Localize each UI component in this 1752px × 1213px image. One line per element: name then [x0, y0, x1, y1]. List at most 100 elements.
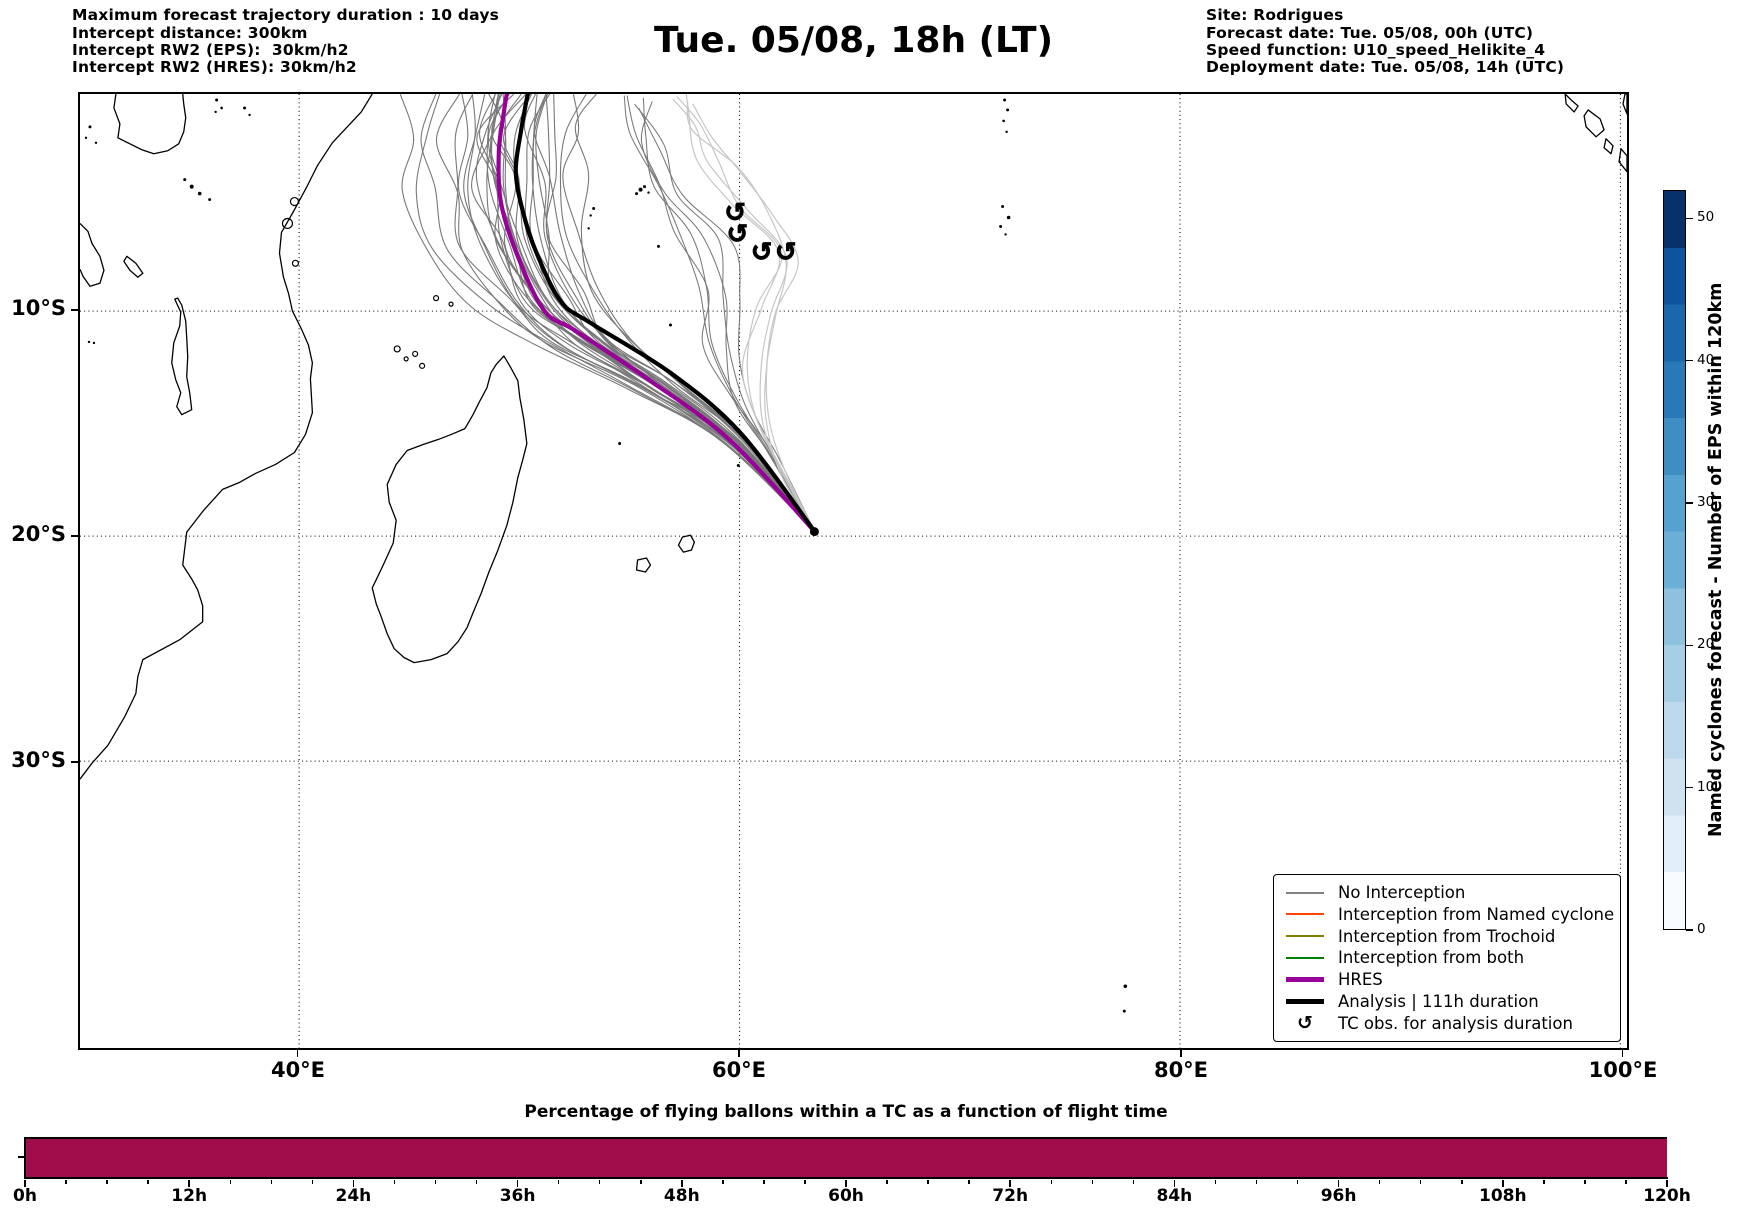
coastline	[171, 297, 193, 416]
bottom-x-minor-tick	[1132, 1180, 1135, 1184]
bottom-x-tick-label: 36h	[499, 1186, 536, 1206]
island-outline	[291, 259, 300, 267]
bottom-x-major-tick	[1666, 1180, 1668, 1187]
bottom-x-major-tick	[1502, 1180, 1504, 1187]
trajectory-start-point	[809, 527, 819, 537]
balloon-percentage-bar	[25, 1137, 1667, 1178]
island-dot	[197, 191, 202, 196]
bottom-chart-title: Percentage of flying ballons within a TC…	[524, 1102, 1168, 1122]
bottom-x-minor-tick	[598, 1180, 601, 1184]
island-dot	[248, 113, 251, 117]
ensemble-trajectories-light	[672, 94, 816, 533]
orange-line-swatch	[1286, 913, 1324, 916]
coastline	[371, 355, 528, 664]
ensemble-trajectory-east	[638, 107, 816, 533]
bottom-x-minor-tick	[1584, 1180, 1586, 1184]
bottom-x-major-tick	[681, 1180, 683, 1187]
ensemble-trajectory	[524, 94, 816, 533]
bottom-x-tick-label: 24h	[335, 1186, 372, 1206]
legend-item-named-cyclone: Interception from Named cyclone	[1286, 904, 1614, 925]
legend-label: Interception from Named cyclone	[1338, 904, 1615, 924]
legend-item-both: Interception from both	[1286, 947, 1608, 968]
bottom-x-minor-tick	[722, 1180, 724, 1184]
island-dot	[1005, 130, 1008, 134]
olive-line-swatch	[1286, 935, 1324, 938]
coastline	[1618, 148, 1627, 173]
island-dot	[635, 192, 639, 196]
island-dot	[1006, 215, 1011, 220]
map-xtick-80E: 80°E	[1153, 1058, 1209, 1082]
bottom-chart-left-spine	[24, 1137, 26, 1178]
map-y-tick-mark	[71, 761, 78, 763]
map-ytick-20S: 20°S	[11, 522, 66, 546]
ensemble-trajectory-east	[634, 103, 816, 533]
bottom-x-tick-label: 108h	[1479, 1186, 1527, 1206]
island-dot	[215, 98, 219, 102]
map-x-tick-mark	[1621, 1050, 1624, 1057]
ensemble-trajectory-east	[642, 97, 816, 533]
header-right-line-4: Deployment date: Tue. 05/08, 14h (UTC)	[1206, 58, 1565, 76]
bottom-x-minor-tick	[65, 1180, 67, 1184]
map-x-tick-mark	[738, 1050, 740, 1057]
tc-obs-marker-icon: ↺	[724, 198, 746, 228]
ensemble-trajectory-light	[676, 96, 816, 533]
coastline	[1603, 138, 1614, 155]
colorbar-tick-label: 30	[1697, 494, 1715, 511]
bottom-x-minor-tick	[1214, 1180, 1217, 1184]
header-left-line-2: Intercept distance: 300km	[72, 24, 308, 42]
colorbar-tick-mark	[1686, 360, 1693, 362]
hres-trajectory	[496, 94, 818, 535]
tc-obs-marker-icon: ↺	[775, 237, 797, 267]
bottom-x-tick-label: 72h	[992, 1186, 1029, 1206]
island-dot	[220, 106, 223, 110]
header-right-line-3: Speed function: U10_speed_Helikite_4	[1206, 41, 1546, 59]
ensemble-trajectory-light	[692, 103, 816, 533]
bottom-x-minor-tick	[1050, 1180, 1052, 1184]
island-dot	[999, 224, 1003, 228]
coastline	[1583, 109, 1605, 138]
island-dot	[87, 340, 91, 344]
bottom-x-tick-label: 96h	[1320, 1186, 1357, 1206]
header-left-line-3: Intercept RW2 (EPS): 30km/h2	[72, 41, 349, 59]
coastline	[123, 255, 144, 278]
bottom-x-minor-tick	[147, 1180, 149, 1184]
ensemble-trajectory	[435, 94, 816, 533]
bottom-x-minor-tick	[557, 1180, 560, 1184]
ensemble-trajectories	[399, 94, 816, 533]
bottom-chart-y-tick	[18, 1156, 24, 1158]
header-right-line-1: Site: Rodrigues	[1206, 6, 1344, 24]
map-ytick-30S: 30°S	[11, 748, 66, 772]
map-x-tick-mark	[296, 1050, 299, 1057]
bottom-chart-x-axis	[24, 1177, 1668, 1179]
island-dot	[92, 341, 96, 345]
bottom-x-tick-label: 0h	[13, 1186, 37, 1206]
bottom-x-minor-tick	[640, 1180, 642, 1184]
island-outline	[403, 356, 409, 362]
coastline	[1564, 94, 1579, 113]
colorbar-tick-mark	[1686, 217, 1693, 220]
bottom-x-minor-tick	[106, 1180, 108, 1184]
bottom-x-tick-label: 84h	[1156, 1186, 1193, 1206]
island-dot	[94, 141, 98, 144]
island-dot	[1006, 108, 1010, 112]
island-outline	[448, 301, 454, 307]
map-legend: No Interception Interception from Named …	[1273, 874, 1621, 1042]
trajectory-map-svg: ↺↺↺ ↺	[80, 94, 1627, 1048]
legend-label: HRES	[1338, 970, 1383, 990]
map-y-tick-mark	[71, 535, 78, 537]
island-dot	[587, 227, 590, 230]
bottom-x-major-tick	[24, 1180, 26, 1187]
island-dot	[592, 207, 596, 211]
header-left-line-1: Maximum forecast trajectory duration : 1…	[72, 6, 500, 24]
bottom-x-minor-tick	[1419, 1180, 1422, 1184]
island-dot	[189, 184, 194, 189]
ensemble-trajectory	[562, 94, 816, 533]
legend-label: Analysis | 111h duration	[1338, 992, 1539, 1012]
legend-item-no-interception: No Interception	[1286, 882, 1608, 903]
colorbar-tick-label: 20	[1697, 636, 1715, 653]
ensemble-trajectory-east	[626, 95, 816, 533]
cyclone-symbol-icon: ↺	[1297, 1011, 1313, 1034]
legend-item-analysis: Analysis | 111h duration	[1286, 991, 1608, 1012]
bottom-x-major-tick	[1337, 1180, 1340, 1187]
